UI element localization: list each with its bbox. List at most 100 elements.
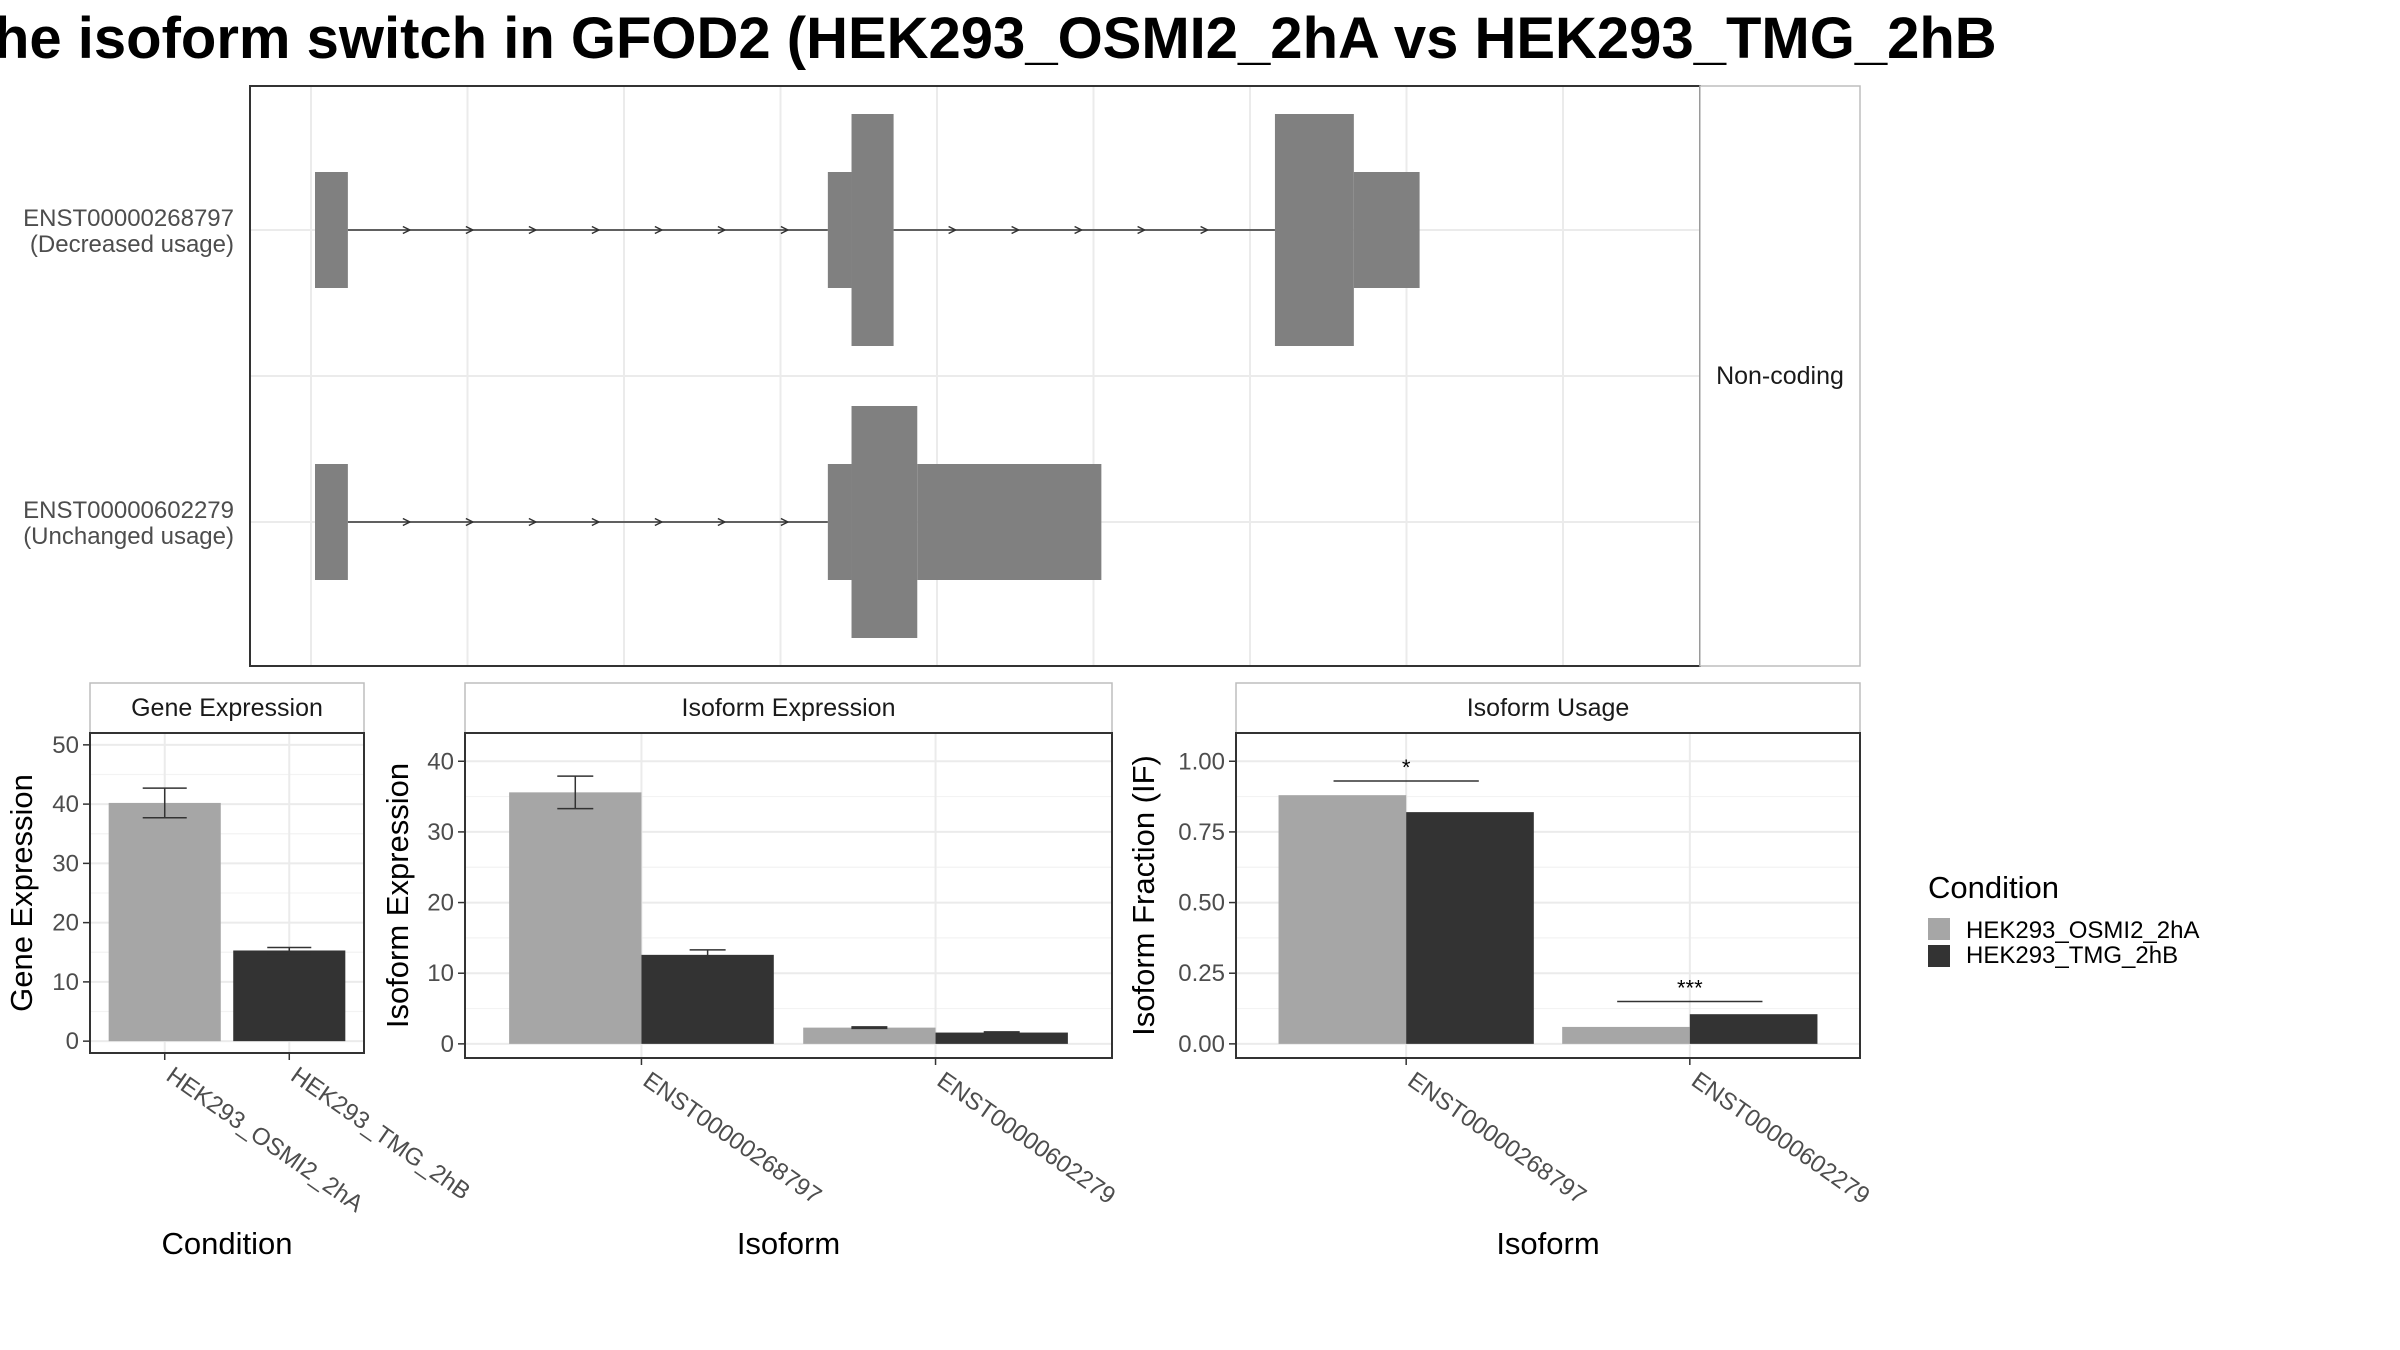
strand-arrow [465,225,475,235]
error-bar [557,775,594,810]
y-tick-label: 30 [52,850,79,877]
structure-transcript-labels: ENST00000268797(Decreased usage) ENST0000… [23,205,234,550]
transcript-usage-label: (Unchanged usage) [23,523,234,550]
panel-border [1235,732,1861,1059]
panel-border [89,732,365,1054]
strand-arrow [591,225,601,235]
bar-ENST00000268797-1 [1406,812,1534,1044]
transcript-usage-label: (Decreased usage) [30,231,234,258]
exon-block [315,172,348,288]
y-axis-title: Isoform Fraction (IF) [1126,755,1161,1036]
strand-arrow [402,225,412,235]
y-tick-label: 50 [52,732,79,759]
y-tick-label: 20 [427,890,454,917]
panel-strip-label: Isoform Expression [682,694,896,722]
y-tick-label: 20 [52,910,79,937]
legend-swatch-tmg [1928,945,1950,967]
y-tick-label: 0.50 [1178,890,1225,917]
x-tick-label: ENST00000602279 [932,1067,1120,1210]
y-tick-label: 1.00 [1178,748,1225,775]
bar-ENST00000268797-1 [641,954,774,1044]
y-tick-label: 10 [52,969,79,996]
strand-arrow [528,225,538,235]
exon-block [851,114,894,346]
exon-block [1353,172,1420,288]
bar-ENST00000268797-0 [509,792,642,1044]
strand-arrow [1074,225,1084,235]
bar-HEK293_OSMI2_2hA [108,802,221,1042]
y-tick-label: 0.75 [1178,819,1225,846]
figure-title: he isoform switch in GFOD2 (HEK293_OSMI2… [0,6,1997,71]
y-tick-label: 0.25 [1178,960,1225,987]
isoform-usage-panel: Isoform Usage****0.000.250.500.751.00ENS… [1126,682,1875,1261]
y-tick-label: 0.00 [1178,1031,1225,1058]
strand-arrow [780,225,790,235]
bar-ENST00000602279-1 [1689,1014,1818,1044]
transcript-ENST00000602279 [315,406,1102,638]
panel-strip-label: Isoform Usage [1467,694,1630,722]
error-bar [142,787,187,819]
strand-arrow [717,517,727,527]
strand-arrow [1200,225,1210,235]
x-tick-label: ENST00000602279 [1686,1067,1874,1210]
y-tick-label: 0 [441,1031,454,1058]
strand-arrow [465,517,475,527]
transcript-id-label: ENST00000602279 [23,497,234,524]
error-bar [851,1026,888,1030]
bar-ENST00000602279-1 [935,1032,1068,1044]
strand-arrow [402,517,412,527]
strand-arrow [528,517,538,527]
x-axis-title: Isoform [1496,1226,1599,1261]
exon-block [827,464,852,580]
y-tick-label: 40 [427,748,454,775]
exon-block [1274,114,1354,346]
strand-arrow [780,517,790,527]
strand-arrow [1137,225,1147,235]
error-bar [689,949,726,961]
panel-strip [1235,682,1861,734]
strand-arrow [948,225,958,235]
panel-border [464,732,1113,1059]
legend-swatch-osmi2 [1928,918,1950,940]
strand-arrow [654,517,664,527]
strand-arrow [654,225,664,235]
significance-label: * [1402,755,1411,780]
legend-title: Condition [1928,870,2059,905]
exon-block [851,406,918,638]
y-tick-label: 0 [66,1028,79,1055]
exon-block [917,464,1102,580]
error-bar [983,1031,1020,1035]
isoform-expression-panel: Isoform Expression 0 10 20 30 40 ENST000002687… [380,682,1120,1261]
legend: Condition HEK293_OSMI2_2hA HEK293_TMG_2h… [1928,870,2199,969]
y-axis-title: Isoform Expression [380,763,415,1028]
x-tick-label: HEK293_OSMI2_2hA [161,1062,368,1218]
bar-ENST00000602279-0 [803,1027,936,1044]
transcript-id-label: ENST00000268797 [23,205,234,232]
x-axis-title: Condition [162,1226,293,1261]
structure-strip-label: Non-coding [1716,362,1844,390]
bar-HEK293_TMG_2hB [233,950,346,1042]
transcript-ENST00000268797 [315,114,1420,346]
panel-strip [464,682,1113,734]
strand-arrow [591,517,601,527]
x-tick-label: ENST00000268797 [638,1067,826,1210]
panel-strip-label: Gene Expression [131,694,323,722]
exon-block [827,172,852,288]
structure-transcripts [315,114,1420,638]
exon-block [315,464,348,580]
strand-arrow [717,225,727,235]
legend-label-tmg: HEK293_TMG_2hB [1966,942,2178,969]
bar-ENST00000268797-0 [1278,795,1407,1044]
x-axis-title: Isoform [737,1226,840,1261]
significance-label: *** [1677,975,1703,1000]
panel-strip [89,682,365,734]
y-tick-label: 30 [427,819,454,846]
y-axis-title: Gene Expression [4,774,39,1012]
x-tick-label: ENST00000268797 [1403,1067,1591,1210]
legend-label-osmi2: HEK293_OSMI2_2hA [1966,917,2199,944]
structure-strip [1699,85,1861,667]
error-bar [267,946,312,955]
y-tick-label: 40 [52,791,79,818]
strand-arrow [1011,225,1021,235]
